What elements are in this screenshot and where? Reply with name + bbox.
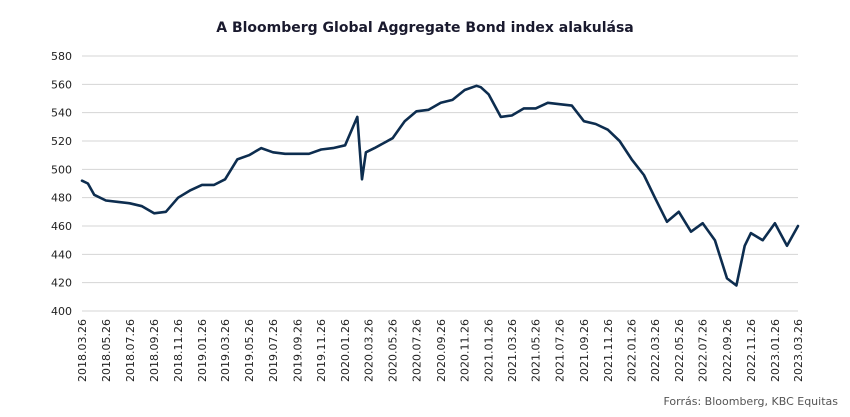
x-tick-label: 2018.11.26	[172, 319, 185, 382]
y-tick-label: 460	[51, 220, 72, 233]
x-tick-label: 2022.07.26	[697, 319, 710, 382]
y-tick-label: 540	[51, 107, 72, 120]
x-tick-label: 2020.09.26	[435, 319, 448, 382]
x-tick-label: 2021.09.26	[578, 319, 591, 382]
x-tick-label: 2019.11.26	[315, 319, 328, 382]
x-tick-label: 2019.01.26	[196, 319, 209, 382]
x-tick-label: 2022.11.26	[745, 319, 758, 382]
x-tick-label: 2021.11.26	[602, 319, 615, 382]
y-tick-label: 520	[51, 135, 72, 148]
x-tick-label: 2018.07.26	[124, 319, 137, 382]
x-tick-label: 2023.01.26	[769, 319, 782, 382]
x-tick-label: 2020.07.26	[410, 319, 423, 382]
series-line	[80, 84, 800, 287]
x-tick-label: 2021.05.26	[530, 319, 543, 382]
y-tick-label: 500	[51, 163, 72, 176]
x-tick-label: 2018.05.26	[100, 319, 113, 382]
x-tick-label: 2019.03.26	[219, 319, 232, 382]
y-tick-label: 580	[51, 50, 72, 63]
x-tick-label: 2022.09.26	[721, 319, 734, 382]
y-tick-label: 440	[51, 248, 72, 261]
x-tick-label: 2020.01.26	[339, 319, 352, 382]
x-tick-label: 2020.05.26	[387, 319, 400, 382]
x-tick-label: 2020.03.26	[363, 319, 376, 382]
x-tick-label: 2023.03.26	[792, 319, 805, 382]
chart-title: A Bloomberg Global Aggregate Bond index …	[216, 20, 634, 36]
y-tick-label: 420	[51, 277, 72, 290]
x-tick-label: 2020.11.26	[459, 319, 472, 382]
x-tick-label: 2021.01.26	[483, 319, 496, 382]
x-tick-label: 2021.03.26	[506, 319, 519, 382]
x-tick-label: 2018.03.26	[76, 319, 89, 382]
x-axis-ticks: 2018.03.26 2018.05.26 2018.07.26 2018.09.26…	[76, 319, 805, 382]
source-note: Forrás: Bloomberg, KBC Equitas	[663, 395, 838, 408]
x-tick-label: 2018.09.26	[148, 319, 161, 382]
x-tick-label: 2019.09.26	[291, 319, 304, 382]
y-tick-label: 560	[51, 78, 72, 91]
x-tick-label: 2022.05.26	[673, 319, 686, 382]
x-tick-label: 2019.05.26	[243, 319, 256, 382]
x-tick-label: 2022.03.26	[649, 319, 662, 382]
x-tick-label: 2022.01.26	[626, 319, 639, 382]
gridlines	[82, 55, 798, 312]
y-axis-ticks: 400 420 440 460 480 500 520 540 560 580	[51, 50, 72, 318]
x-tick-label: 2019.07.26	[267, 319, 280, 382]
x-tick-label: 2021.07.26	[554, 319, 567, 382]
y-tick-label: 400	[51, 305, 72, 318]
y-tick-label: 480	[51, 192, 72, 205]
